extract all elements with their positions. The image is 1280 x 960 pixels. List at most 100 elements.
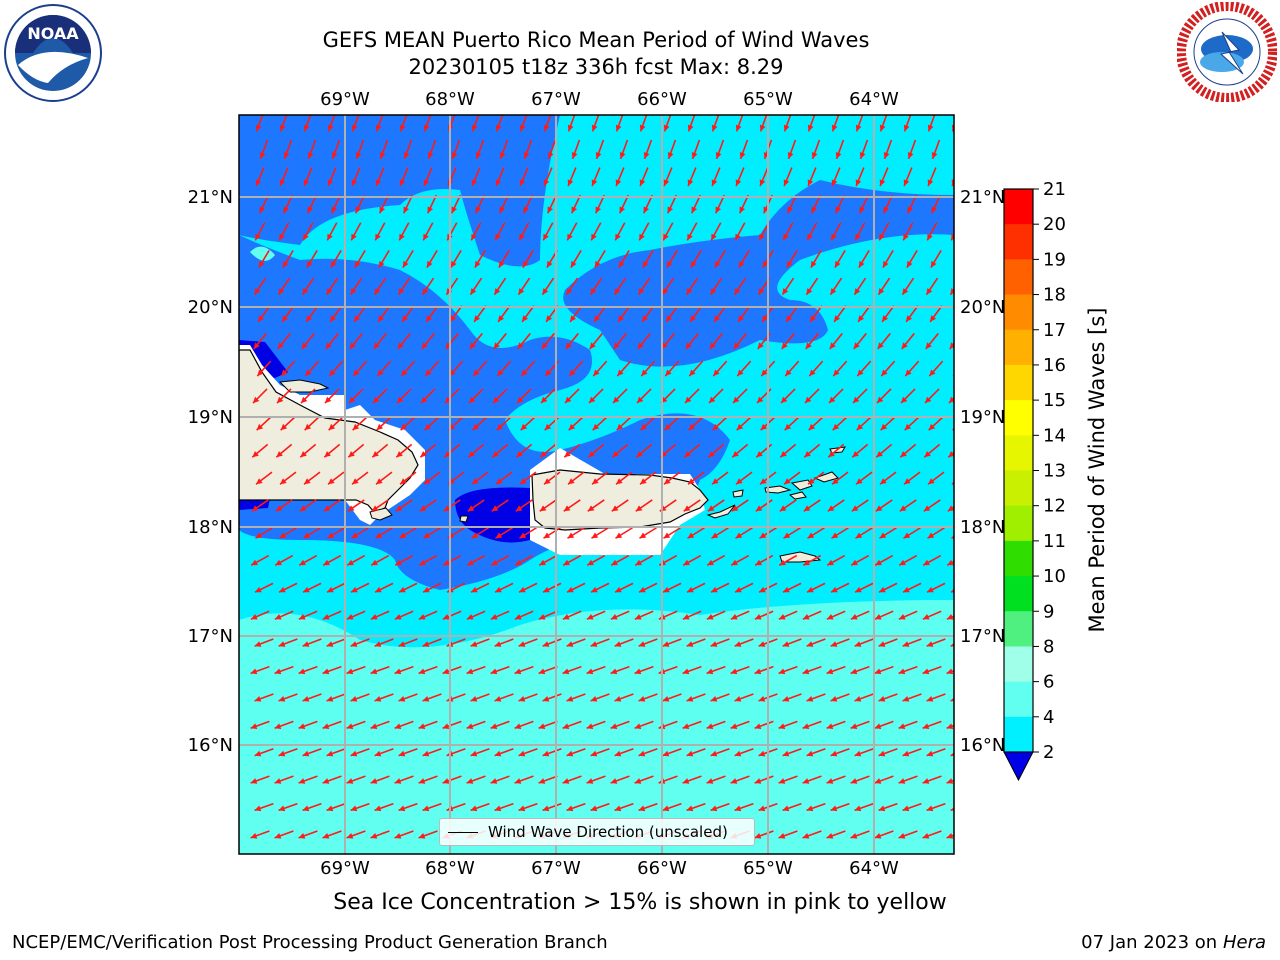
wave-direction-arrow (298, 610, 318, 620)
wave-direction-arrow (450, 250, 462, 268)
wave-direction-arrow (684, 388, 700, 404)
wave-direction-arrow (806, 582, 826, 593)
wave-direction-arrow (827, 443, 845, 458)
wave-direction-arrow (470, 802, 490, 812)
wave-direction-arrow (903, 167, 913, 187)
wave-direction-arrow (589, 277, 603, 296)
wave-direction-arrow (253, 277, 267, 296)
wave-direction-arrow (331, 139, 341, 160)
wave-direction-arrow (802, 610, 822, 620)
colorbar-tick-label: 16 (1043, 355, 1066, 376)
wave-direction-arrow (278, 582, 298, 593)
wave-direction-arrow (826, 830, 846, 839)
wave-direction-arrow (682, 720, 702, 729)
wave-direction-arrow (807, 527, 825, 539)
wave-direction-arrow (493, 277, 507, 296)
wave-direction-arrow (810, 194, 822, 214)
wave-direction-arrow (831, 527, 849, 539)
wave-direction-arrow (706, 610, 726, 620)
wave-direction-arrow (616, 416, 632, 431)
wave-direction-arrow (541, 332, 555, 350)
wave-direction-arrow (254, 693, 274, 702)
wave-direction-arrow (614, 748, 634, 757)
wave-direction-arrow (735, 167, 745, 187)
wave-direction-arrow (874, 610, 894, 620)
wave-direction-arrow (926, 748, 946, 757)
wave-direction-arrow (635, 499, 653, 512)
wave-direction-arrow (682, 775, 702, 784)
wave-direction-arrow (378, 250, 390, 268)
lon-label-bottom: 69°W (320, 858, 370, 879)
wave-direction-arrow (394, 830, 414, 839)
wave-direction-arrow (590, 638, 610, 647)
wave-direction-arrow (710, 693, 730, 702)
wave-direction-arrow (781, 277, 795, 296)
wave-direction-arrow (496, 416, 512, 431)
wave-direction-arrow (638, 638, 658, 647)
colorbar-bin (1004, 540, 1033, 577)
wave-direction-arrow (426, 194, 438, 214)
wave-direction-arrow (638, 222, 650, 241)
wave-direction-arrow (590, 582, 610, 593)
wave-direction-arrow (858, 194, 870, 214)
wave-direction-arrow (566, 802, 586, 812)
wave-direction-arrow (878, 802, 898, 812)
wave-direction-arrow (567, 471, 585, 485)
wave-direction-arrow (730, 665, 750, 675)
wave-direction-arrow (274, 610, 294, 620)
wave-direction-arrow (350, 693, 370, 702)
wave-direction-arrow (711, 167, 721, 187)
lon-label-bottom: 68°W (425, 858, 475, 879)
colorbar-bin (1004, 259, 1033, 296)
colorbar-bin (1004, 470, 1033, 507)
wave-direction-arrow (710, 582, 730, 593)
wave-direction-arrow (805, 332, 819, 350)
wave-direction-arrow (638, 748, 658, 757)
wave-direction-arrow (586, 610, 606, 620)
wave-direction-arrow (811, 139, 821, 160)
wave-direction-arrow (802, 554, 822, 566)
wave-direction-arrow (541, 277, 555, 296)
wave-direction-arrow (301, 277, 315, 296)
wave-direction-arrow (666, 194, 678, 214)
wave-direction-arrow (353, 305, 367, 323)
wave-direction-arrow (543, 471, 561, 485)
wave-direction-arrow (806, 693, 826, 702)
wave-direction-arrow (689, 305, 703, 323)
nws-logo (1177, 2, 1277, 102)
wave-direction-arrow (662, 582, 682, 593)
wave-direction-arrow (280, 360, 296, 377)
wave-direction-arrow (543, 167, 553, 187)
wave-direction-arrow (783, 167, 793, 187)
wave-direction-arrow (926, 222, 938, 241)
wave-direction-arrow (922, 830, 942, 839)
wave-direction-arrow (666, 250, 678, 268)
wave-direction-arrow (709, 332, 723, 350)
wave-direction-arrow (325, 332, 339, 350)
wave-direction-arrow (468, 388, 484, 404)
wave-direction-arrow (303, 527, 321, 539)
wave-direction-arrow (637, 277, 651, 296)
wave-direction-arrow (442, 720, 462, 729)
wave-direction-arrow (375, 167, 385, 187)
wave-direction-arrow (734, 582, 754, 593)
wave-direction-arrow (661, 277, 675, 296)
axis-labels: 69°W 69°W 68°W 68°W 67°W 67°W 66°W 66°W 65°W 65°W… (188, 89, 1006, 879)
wave-direction-arrow (562, 665, 582, 675)
wave-direction-arrow (442, 554, 462, 566)
wave-direction-arrow (540, 388, 556, 404)
wave-direction-arrow (754, 554, 774, 566)
wave-direction-arrow (640, 416, 656, 431)
wave-direction-arrow (877, 277, 891, 296)
wave-direction-arrow (351, 527, 369, 539)
wave-direction-arrow (424, 416, 440, 431)
wave-direction-arrow (298, 830, 318, 839)
wave-direction-arrow (877, 332, 891, 350)
colorbar-tick-label: 15 (1043, 390, 1066, 411)
map-subtitle: 20230105 t18z 336h fcst Max: 8.29 (408, 55, 784, 79)
wave-direction-arrow (859, 139, 869, 160)
wave-direction-arrow (851, 443, 869, 458)
wave-direction-arrow (445, 332, 459, 350)
wave-direction-arrow (323, 499, 341, 512)
wave-direction-arrow (730, 775, 750, 784)
